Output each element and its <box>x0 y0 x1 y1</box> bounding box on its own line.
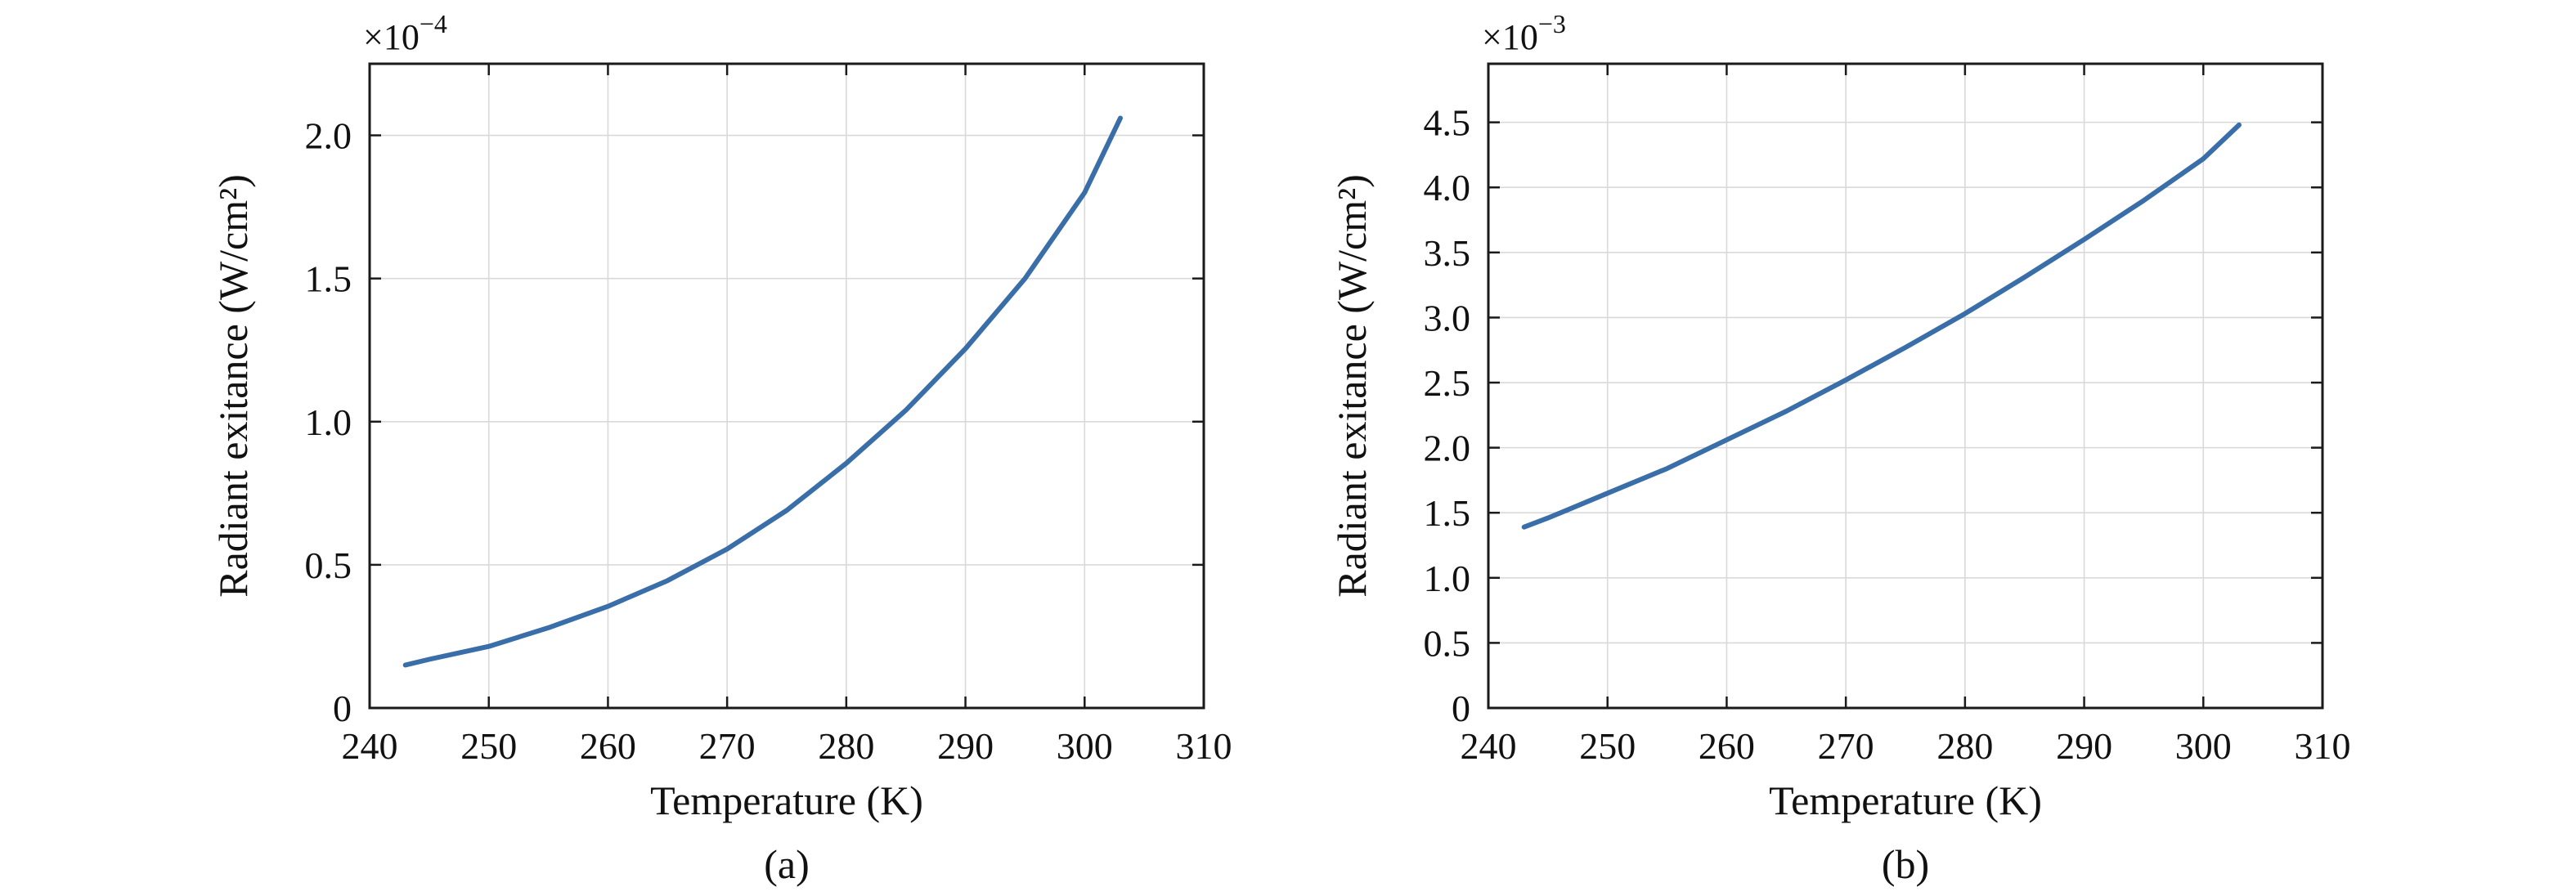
x-tick-label: 280 <box>818 725 874 767</box>
x-axis-label: Temperature (K) <box>650 777 923 823</box>
chart-panel-b: 240 250 260 270 280 290 300 310 0 0.5 1.0 1.5 2.0 2.5… <box>1329 9 2351 887</box>
y-axis-label: Radiant exitance (W/cm²) <box>210 174 256 598</box>
x-tick-label: 240 <box>342 725 398 767</box>
panel-label: (a) <box>764 841 810 887</box>
x-tick-label: 270 <box>699 725 756 767</box>
x-tick-label: 300 <box>1057 725 1113 767</box>
axis-multiplier: ×10−4 <box>363 9 447 57</box>
x-tick-label: 300 <box>2175 725 2232 767</box>
y-tick-label: 0.5 <box>305 544 352 586</box>
y-tick-label: 1.5 <box>1424 492 1471 534</box>
y-tick-label: 3.0 <box>1424 297 1471 338</box>
x-tick-label: 260 <box>580 725 636 767</box>
multiplier-exponent: −4 <box>420 9 447 38</box>
y-axis-label: Radiant exitance (W/cm²) <box>1329 174 1375 598</box>
x-tick-label: 270 <box>1818 725 1874 767</box>
plot-frame <box>1487 62 2324 710</box>
multiplier-base: ×10 <box>363 17 420 57</box>
y-tick-label: 3.5 <box>1424 232 1471 274</box>
x-tick-label: 290 <box>937 725 994 767</box>
x-tick-label: 310 <box>1176 725 1232 767</box>
y-tick-label: 4.0 <box>1424 167 1471 208</box>
multiplier-base: ×10 <box>1482 17 1538 57</box>
y-tick-label: 2.0 <box>1424 428 1471 469</box>
y-tick-label: 0.5 <box>1424 622 1471 664</box>
panel-label: (b) <box>1882 841 1929 887</box>
y-tick-label: 2.0 <box>305 115 352 157</box>
y-tick-label: 1.0 <box>1424 558 1471 599</box>
series-line <box>1521 122 2242 530</box>
x-tick-label: 290 <box>2056 725 2112 767</box>
axis-multiplier: ×10−3 <box>1482 9 1566 57</box>
x-tick-label: 260 <box>1699 725 1755 767</box>
x-tick-label: 250 <box>1579 725 1636 767</box>
plot-frame <box>368 62 1205 710</box>
x-tick-label: 240 <box>1461 725 1517 767</box>
x-tick-label: 250 <box>460 725 517 767</box>
x-axis-label: Temperature (K) <box>1769 777 2042 823</box>
y-tick-label: 4.5 <box>1424 102 1471 144</box>
multiplier-exponent: −3 <box>1538 9 1566 38</box>
y-tick-label: 0 <box>1452 688 1470 729</box>
y-tick-label: 0 <box>333 688 352 729</box>
y-tick-label: 1.0 <box>305 401 352 443</box>
series-line <box>402 115 1123 668</box>
y-tick-label: 1.5 <box>305 258 352 300</box>
y-tick-label: 2.5 <box>1424 362 1471 404</box>
x-tick-label: 310 <box>2295 725 2351 767</box>
chart-panel-a: 240 250 260 270 280 290 300 310 0 0.5 1.0 1.5 2.0 Tem… <box>210 9 1232 887</box>
x-tick-label: 280 <box>1936 725 1993 767</box>
